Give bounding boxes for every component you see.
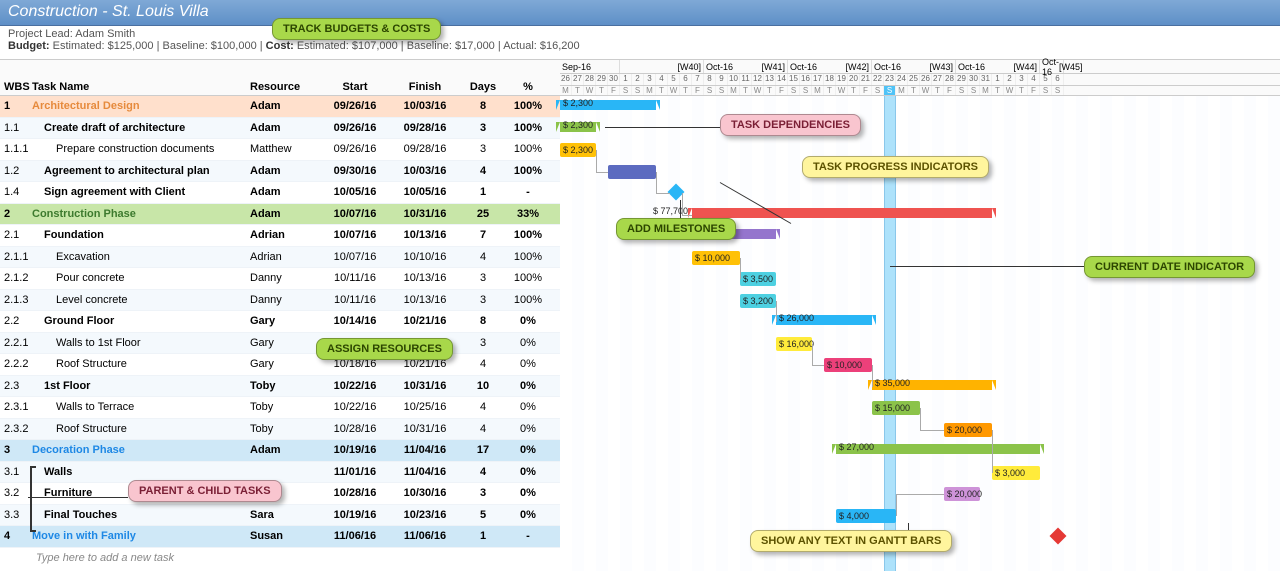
task-row[interactable]: 3Decoration PhaseAdam10/19/1611/04/16170…	[0, 440, 560, 462]
task-row[interactable]: 1.1Create draft of architectureAdam09/26…	[0, 118, 560, 140]
task-row[interactable]: 2.1.2Pour concreteDanny10/11/1610/13/163…	[0, 268, 560, 290]
task-row[interactable]: 2.2.1Walls to 1st FloorGary30%	[0, 333, 560, 355]
task-row[interactable]: 1.1.1Prepare construction documentsMatth…	[0, 139, 560, 161]
task-row[interactable]: 4Move in with FamilySusan11/06/1611/06/1…	[0, 526, 560, 548]
task-row[interactable]: 2.1.1ExcavationAdrian10/07/1610/10/16410…	[0, 247, 560, 269]
callout-show-text: SHOW ANY TEXT IN GANTT BARS	[750, 530, 952, 552]
gantt-bar[interactable]: $ 2,300	[560, 122, 596, 132]
new-task-input[interactable]: Type here to add a new task	[0, 548, 560, 568]
task-row[interactable]: 2.1FoundationAdrian10/07/1610/13/167100%	[0, 225, 560, 247]
gantt-bar[interactable]: $ 2,300	[560, 143, 596, 157]
project-meta: Project Lead: Adam Smith Budget: Estimat…	[0, 26, 1280, 60]
gantt-bar[interactable]: $ 16,000	[776, 337, 812, 351]
gantt-bar[interactable]: $ 15,000	[872, 401, 920, 415]
task-row[interactable]: 2.3.2Roof StructureToby10/28/1610/31/164…	[0, 419, 560, 441]
gantt-bar[interactable]: $ 4,000	[836, 509, 896, 523]
gantt-chart: Sep-16[W40]Oct-16[W41]Oct-16[W42]Oct-16[…	[560, 60, 1280, 571]
gantt-bar[interactable]: $ 77,700	[692, 208, 992, 218]
gantt-bar[interactable]: $ 20,000	[944, 487, 980, 501]
task-row[interactable]: 2.3.1Walls to TerraceToby10/22/1610/25/1…	[0, 397, 560, 419]
task-row[interactable]: 2.2Ground FloorGary10/14/1610/21/1680%	[0, 311, 560, 333]
gantt-bar[interactable]: $ 20,000	[944, 423, 992, 437]
gantt-bar[interactable]: $ 27,000	[836, 444, 1040, 454]
task-row[interactable]: 2.1.3Level concreteDanny10/11/1610/13/16…	[0, 290, 560, 312]
column-headers: WBS Task Name Resource Start Finish Days…	[0, 60, 560, 96]
gantt-bar[interactable]: $ 3,200	[740, 294, 776, 308]
callout-progress: TASK PROGRESS INDICATORS	[802, 156, 989, 178]
callout-parent-child: PARENT & CHILD TASKS	[128, 480, 282, 502]
gantt-bar[interactable]: $ 2,300	[560, 100, 656, 110]
col-pct[interactable]: %	[506, 81, 550, 93]
col-task[interactable]: Task Name	[32, 81, 250, 93]
callout-dependencies: TASK DEPENDENCIES	[720, 114, 861, 136]
milestone-marker[interactable]	[1050, 528, 1067, 545]
task-row[interactable]: 1.4Sign agreement with ClientAdam10/05/1…	[0, 182, 560, 204]
callout-track-budgets: TRACK BUDGETS & COSTS	[272, 18, 441, 40]
task-row[interactable]: 1.2Agreement to architectural planAdam09…	[0, 161, 560, 183]
col-resource[interactable]: Resource	[250, 81, 320, 93]
task-row[interactable]: 1Architectural DesignAdam09/26/1610/03/1…	[0, 96, 560, 118]
task-row[interactable]: 2.2.2Roof StructureGary10/18/1610/21/164…	[0, 354, 560, 376]
gantt-bar[interactable]: $ 10,000	[824, 358, 872, 372]
task-row[interactable]: 2Construction PhaseAdam10/07/1610/31/162…	[0, 204, 560, 226]
gantt-bar[interactable]: $ 26,000	[776, 315, 872, 325]
task-row[interactable]: 3.1Walls11/01/1611/04/1640%	[0, 462, 560, 484]
task-row[interactable]: 3.3Final TouchesSara10/19/1610/23/1650%	[0, 505, 560, 527]
col-start[interactable]: Start	[320, 81, 390, 93]
callout-current-date: CURRENT DATE INDICATOR	[1084, 256, 1255, 278]
bracket-icon	[30, 466, 36, 532]
gantt-bar[interactable]: $ 3,000	[992, 466, 1040, 480]
col-days[interactable]: Days	[460, 81, 506, 93]
callout-assign-resources: ASSIGN RESOURCES	[316, 338, 453, 360]
gantt-bar[interactable]: $ 10,000	[692, 251, 740, 265]
col-finish[interactable]: Finish	[390, 81, 460, 93]
gantt-bar[interactable]	[608, 165, 656, 179]
callout-milestones: ADD MILESTONES	[616, 218, 736, 240]
col-wbs[interactable]: WBS	[0, 81, 32, 93]
task-row[interactable]: 2.31st FloorToby10/22/1610/31/16100%	[0, 376, 560, 398]
gantt-bar[interactable]: $ 3,500	[740, 272, 776, 286]
gantt-bar[interactable]: $ 35,000	[872, 380, 992, 390]
title-bar: Construction - St. Louis Villa	[0, 0, 1280, 26]
